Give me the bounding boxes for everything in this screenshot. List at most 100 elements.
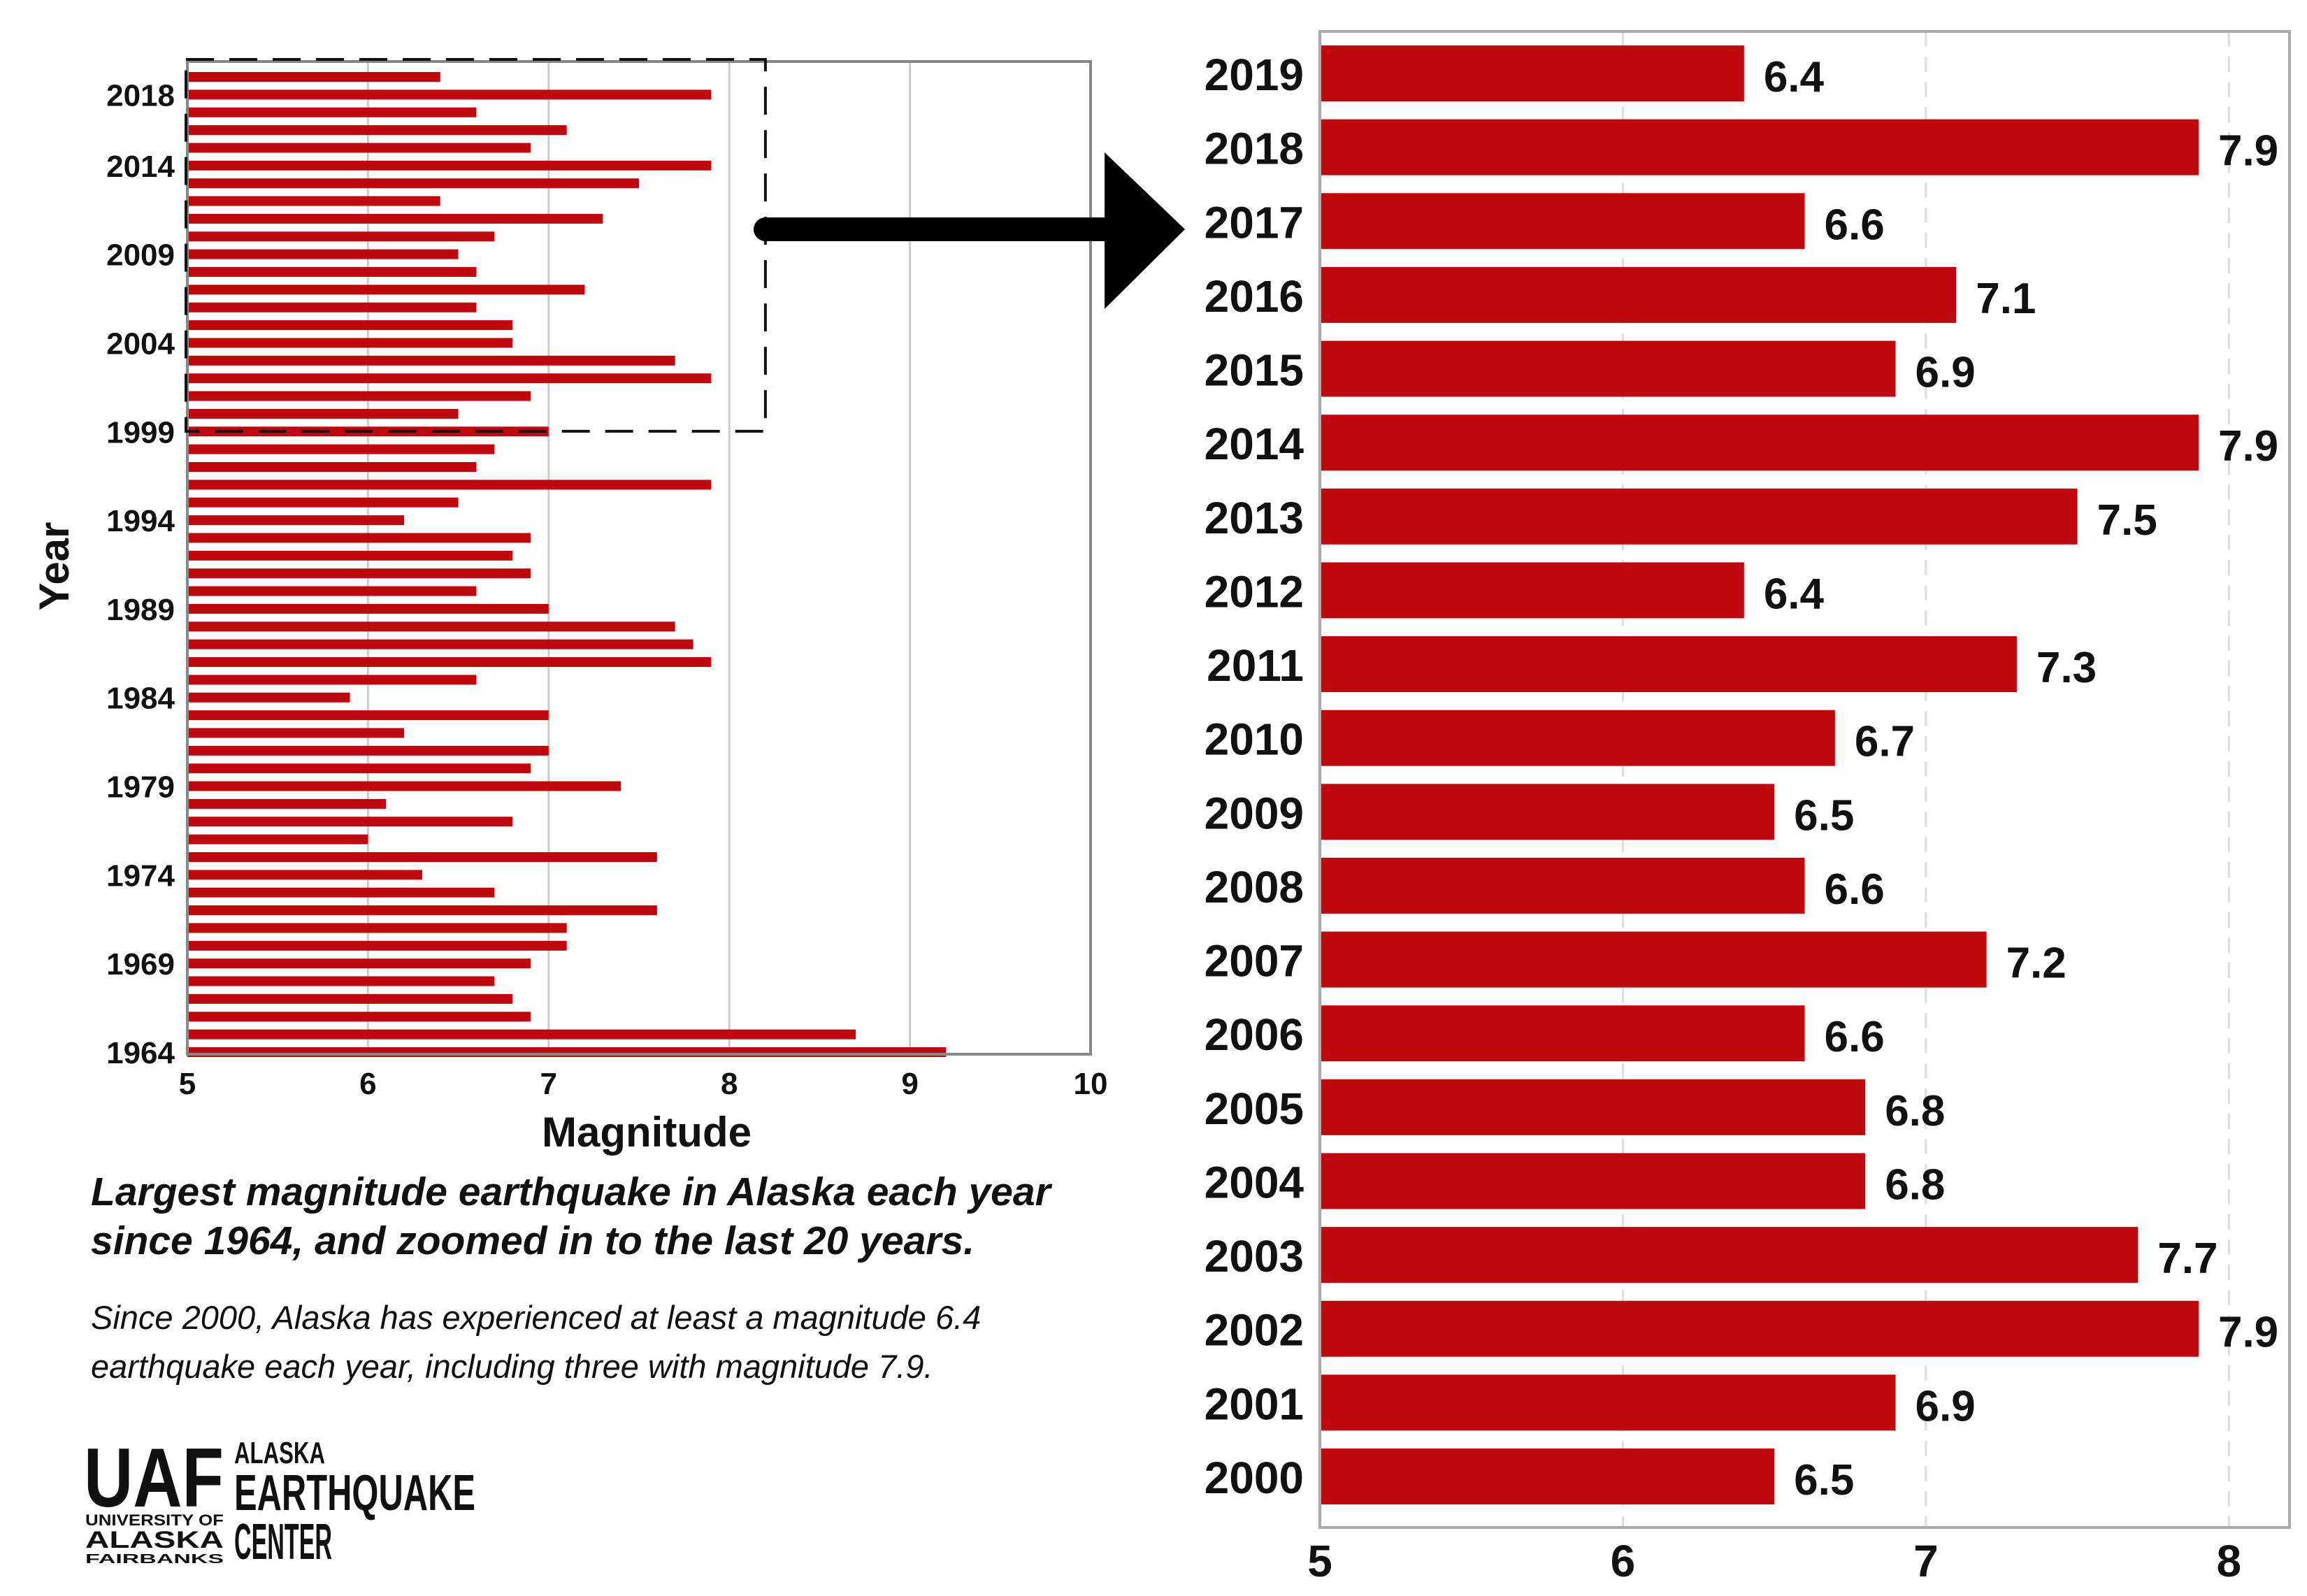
right-y-tick-label: 2006 (1205, 1009, 1304, 1060)
right-x-tick-label: 5 (1307, 1536, 1332, 1586)
right-x-tick-label: 6 (1611, 1536, 1636, 1586)
right-y-tick-label: 2007 (1205, 936, 1304, 986)
zoom-arrow (754, 152, 1185, 309)
right-bar-value-label: 7.3 (2036, 644, 2097, 692)
logo-university-line-1: UNIVERSITY OF (85, 1511, 224, 1529)
logo-university-line-3: FAIRBANKS (85, 1552, 224, 1566)
caption: Largest magnitude earthquake in Alaska e… (91, 1167, 1140, 1391)
left-bar (187, 728, 405, 738)
right-y-tick-label: 2002 (1205, 1305, 1304, 1356)
left-bar (187, 940, 567, 951)
left-bar (187, 338, 513, 348)
right-bar (1320, 340, 1896, 397)
right-bar-value-label: 7.9 (2218, 1309, 2278, 1357)
left-bar (187, 657, 712, 667)
right-y-tick-label: 2018 (1205, 124, 1304, 174)
left-y-tick-label: 2018 (106, 78, 175, 113)
left-bar (187, 692, 350, 703)
left-bar (187, 621, 675, 632)
right-bar (1320, 857, 1805, 914)
right-y-tick-label: 2010 (1205, 714, 1304, 765)
left-bar (187, 817, 513, 827)
uaf-earthquake-center-logo: UAF UNIVERSITY OF ALASKA FAIRBANKS ALASK… (84, 1431, 475, 1570)
right-y-tick-label: 2004 (1205, 1157, 1305, 1207)
left-bar (187, 125, 567, 136)
left-bar (187, 89, 712, 100)
right-bar-value-label: 6.5 (1794, 791, 1854, 840)
right-y-tick-label: 2005 (1205, 1084, 1304, 1134)
right-y-tick-label: 2001 (1205, 1379, 1304, 1429)
left-bar (187, 178, 639, 189)
left-bar (187, 958, 531, 969)
right-bar (1320, 1448, 1775, 1504)
full-history-chart: 5 6 7 8 9 10 1964 1969 1974 1979 1984 1989 1994 1999… (31, 58, 1108, 1156)
left-y-tick-label: 1984 (106, 682, 175, 716)
right-bar (1320, 415, 2199, 471)
left-bar (187, 160, 712, 171)
left-y-tick-label: 1979 (106, 770, 175, 805)
right-bar (1320, 488, 2078, 545)
right-bar (1320, 1153, 1866, 1209)
left-x-tick-label: 7 (540, 1067, 557, 1101)
right-bar-value-label: 6.7 (1855, 718, 1915, 766)
right-x-tick-label: 8 (2217, 1536, 2242, 1586)
logo-center-line-2: EARTHQUAKE (234, 1465, 475, 1521)
right-bar-value-label: 7.7 (2157, 1235, 2218, 1283)
right-bar (1320, 710, 1835, 766)
left-x-tick-labels: 5 6 7 8 9 10 (179, 1067, 1108, 1101)
right-bar-value-labels: 6.47.96.67.16.97.97.56.47.36.76.56.67.26… (1764, 53, 2278, 1504)
left-y-tick-label: 2004 (106, 326, 175, 361)
logo-center-line-1: ALASKA (234, 1436, 325, 1470)
left-bar (187, 143, 531, 153)
left-bar (187, 870, 422, 880)
left-bar (187, 834, 368, 844)
left-bar (187, 603, 549, 614)
left-bar (187, 196, 440, 206)
right-bar (1320, 45, 1744, 101)
caption-title: Largest magnitude earthquake in Alaska e… (91, 1170, 1051, 1263)
left-y-tick-label: 1969 (106, 947, 175, 982)
left-y-tick-label: 2009 (106, 238, 175, 273)
right-bar-value-label: 6.4 (1764, 53, 1825, 101)
right-bar (1320, 1300, 2199, 1357)
right-y-tick-label: 2016 (1205, 271, 1304, 322)
left-bar (187, 887, 495, 898)
left-bar (187, 1012, 531, 1022)
right-x-tick-labels: 5 6 7 8 (1307, 1536, 2241, 1586)
left-bar (187, 391, 531, 401)
last-20-years-chart: 6.47.96.67.16.97.97.56.47.36.76.56.67.26… (1205, 30, 2291, 1586)
logo-center-line-3: CENTER (234, 1514, 332, 1570)
zoom-arrow-head (1105, 152, 1185, 309)
right-bar (1320, 119, 2199, 175)
left-bar (187, 515, 405, 526)
left-y-tick-label: 1964 (106, 1036, 175, 1070)
left-y-tick-label: 1994 (106, 504, 175, 538)
left-bar (187, 213, 603, 224)
right-bar (1320, 784, 1775, 840)
left-y-tick-label: 2014 (106, 150, 175, 184)
left-bar (187, 355, 675, 366)
right-bar-value-label: 6.6 (1825, 201, 1885, 249)
left-bar (187, 533, 531, 543)
zoom-region-box (185, 58, 767, 433)
left-bar (187, 568, 531, 579)
left-bar (187, 302, 477, 312)
right-bar-value-label: 7.2 (2006, 940, 2067, 988)
right-y-tick-label: 2008 (1205, 862, 1304, 912)
left-x-tick-label: 5 (179, 1067, 196, 1101)
left-bar (187, 923, 567, 933)
left-bar (187, 444, 495, 454)
left-y-tick-label: 1989 (106, 593, 175, 627)
left-bar (187, 480, 712, 490)
left-bar (187, 586, 477, 596)
left-bar (187, 249, 459, 259)
right-bars (1320, 45, 2199, 1504)
right-bar (1320, 1079, 1866, 1135)
left-bar (187, 497, 459, 508)
right-bar (1320, 1005, 1805, 1062)
left-bar (187, 285, 585, 295)
right-bar (1320, 562, 1744, 619)
right-y-tick-labels: 2019 2018 2017 2016 2015 2014 2013 2012 2011 2010… (1205, 50, 1305, 1503)
left-y-tick-label: 1999 (106, 415, 175, 450)
